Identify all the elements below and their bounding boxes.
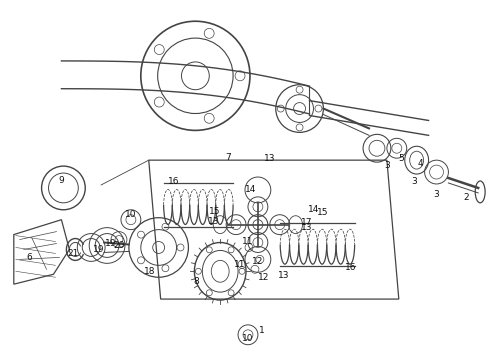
Text: 11: 11 [242, 237, 254, 246]
Text: 9: 9 [58, 176, 64, 185]
Text: 1: 1 [259, 326, 265, 335]
Text: 10: 10 [242, 334, 254, 343]
Text: 6: 6 [27, 253, 32, 262]
Text: 4: 4 [418, 159, 423, 168]
Text: 15: 15 [208, 207, 220, 216]
Text: 19: 19 [94, 245, 105, 254]
Text: 13: 13 [264, 154, 275, 163]
Text: 17: 17 [301, 218, 312, 227]
Text: 20: 20 [113, 241, 124, 250]
Text: 18: 18 [144, 267, 155, 276]
Text: 10: 10 [125, 210, 137, 219]
Text: 12: 12 [258, 273, 270, 282]
Text: 3: 3 [411, 177, 416, 186]
Text: 13: 13 [207, 217, 219, 226]
Text: 13: 13 [278, 271, 290, 280]
Text: 14: 14 [308, 205, 319, 214]
Circle shape [248, 215, 268, 235]
Text: 2: 2 [464, 193, 469, 202]
Text: 5: 5 [398, 154, 404, 163]
Text: 8: 8 [194, 277, 199, 286]
Text: 14: 14 [245, 185, 257, 194]
Text: 13: 13 [301, 223, 312, 232]
Text: 21: 21 [68, 249, 79, 258]
Text: 19: 19 [105, 239, 117, 248]
Text: 15: 15 [317, 208, 328, 217]
Text: 3: 3 [434, 190, 440, 199]
Text: 12: 12 [252, 257, 264, 266]
Text: 3: 3 [384, 161, 390, 170]
Text: 7: 7 [225, 153, 231, 162]
Text: 11: 11 [234, 260, 246, 269]
Text: 16: 16 [345, 263, 357, 272]
Text: 16: 16 [168, 177, 179, 186]
